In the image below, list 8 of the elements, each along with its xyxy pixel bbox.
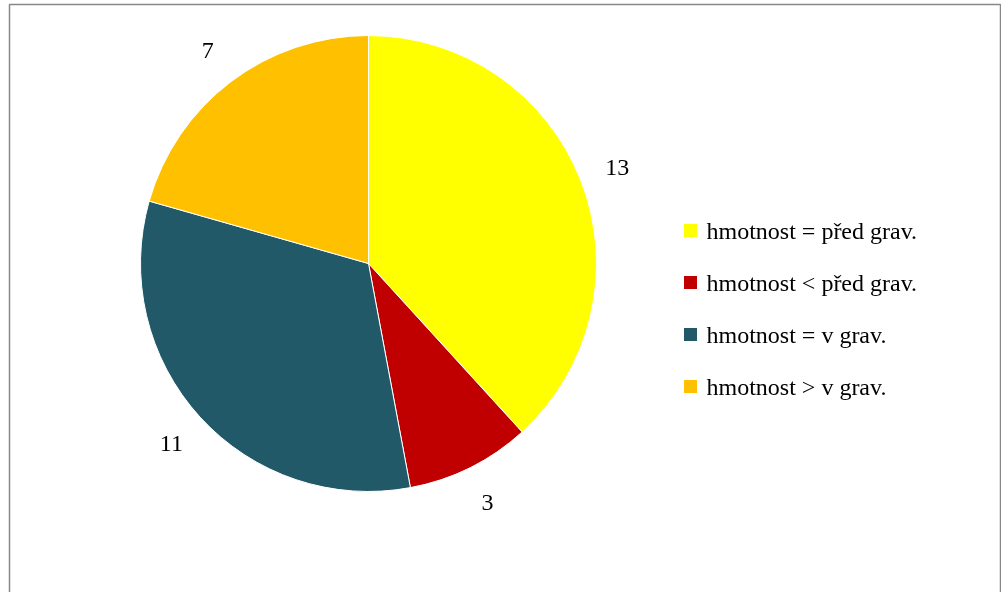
data-label: 3: [481, 488, 494, 515]
legend-label: hmotnost = v grav.: [706, 321, 887, 348]
data-label: 7: [201, 37, 214, 64]
legend-label: hmotnost > v grav.: [706, 373, 887, 400]
data-label: 13: [605, 153, 630, 180]
data-label: 11: [159, 429, 183, 456]
legend-label: hmotnost = před grav.: [706, 217, 918, 244]
legend-label: hmotnost < před grav.: [706, 269, 918, 296]
